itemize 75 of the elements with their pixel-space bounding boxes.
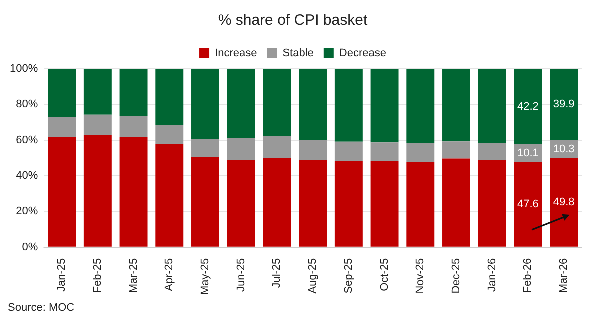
bar	[192, 69, 220, 140]
data-label: 42.2	[518, 100, 539, 113]
bar	[442, 69, 470, 142]
x-tick-label: Aug-25	[307, 258, 320, 294]
bar	[227, 138, 256, 160]
x-tick-label: May-25	[200, 258, 212, 296]
bar	[84, 136, 112, 247]
data-label: 49.8	[553, 196, 575, 209]
bar	[192, 157, 220, 247]
bar	[514, 69, 542, 144]
x-tick-label: Sep-25	[342, 258, 355, 294]
data-label: 10.3	[553, 143, 575, 156]
y-tick-label: 80%	[16, 98, 38, 111]
x-tick-label: Feb-26	[522, 258, 534, 294]
bar	[48, 69, 76, 118]
x-tick-label: Oct-25	[378, 258, 391, 292]
bar	[299, 69, 328, 140]
bar	[442, 158, 470, 247]
bar	[478, 160, 506, 247]
data-label: 39.9	[553, 98, 575, 111]
x-tick-label: Nov-25	[414, 258, 427, 294]
legend-label: Increase	[215, 48, 258, 60]
x-tick-label: Mar-26	[558, 258, 570, 294]
bar	[263, 158, 292, 247]
bar	[84, 69, 112, 115]
y-tick-label: 20%	[16, 206, 38, 218]
bar	[263, 69, 292, 136]
bar	[120, 69, 148, 116]
bar	[299, 160, 328, 247]
bar	[299, 140, 328, 160]
bar	[227, 160, 256, 247]
bar	[120, 136, 148, 247]
bar	[370, 69, 399, 143]
bar	[406, 69, 435, 144]
bar	[406, 162, 435, 247]
bar	[263, 136, 292, 158]
bar	[406, 143, 435, 162]
bar	[514, 162, 542, 247]
bar	[334, 142, 363, 162]
legend-label: Stable	[282, 48, 314, 60]
source-note: Source: MOC	[8, 302, 75, 314]
bar	[227, 69, 256, 138]
bar	[550, 158, 578, 247]
bar	[120, 116, 148, 137]
bar	[370, 142, 399, 162]
x-tick-label: Jul-25	[271, 258, 284, 288]
x-tick-label: Apr-25	[164, 258, 176, 292]
bar	[156, 69, 184, 126]
bar	[156, 126, 184, 144]
legend-label: Decrease	[339, 48, 386, 60]
x-tick-label: Mar-25	[128, 258, 140, 294]
data-label: 10.1	[518, 147, 539, 160]
y-tick-label: 40%	[16, 170, 38, 182]
bar	[84, 114, 112, 136]
bar	[442, 142, 470, 159]
bar	[48, 117, 76, 137]
bar	[192, 139, 220, 158]
x-tick-label: Jan-25	[56, 258, 68, 292]
bar	[48, 136, 76, 247]
bar	[334, 69, 363, 142]
bar	[334, 162, 363, 247]
bar	[370, 162, 399, 247]
bar	[478, 143, 506, 160]
data-label: 47.6	[518, 198, 539, 211]
bar	[156, 144, 184, 247]
chart-title: % share of CPI basket	[218, 12, 368, 30]
bar	[478, 69, 506, 144]
x-tick-label: Jun-25	[235, 258, 248, 292]
y-tick-label: 0%	[22, 241, 38, 254]
bar	[550, 69, 578, 140]
x-tick-label: Dec-25	[450, 258, 463, 294]
x-tick-label: Feb-25	[92, 258, 104, 294]
y-tick-label: 60%	[16, 134, 38, 146]
x-tick-label: Jan-26	[486, 258, 498, 292]
y-tick-label: 100%	[10, 63, 38, 76]
